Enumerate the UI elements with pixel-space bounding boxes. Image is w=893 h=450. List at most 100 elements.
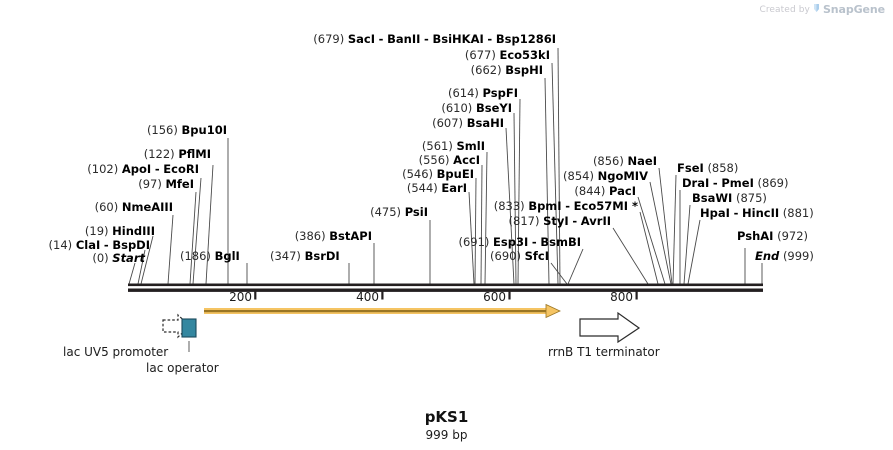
site-label-end[interactable]: End (999) [755, 250, 814, 263]
site-pos: (19) [84, 224, 109, 238]
plasmid-name: pKS1 [424, 408, 469, 426]
site-pos: (854) [563, 169, 594, 183]
snapgene-watermark: Created by SnapGene [759, 3, 885, 16]
site-pos: (817) [508, 214, 540, 228]
site-label-saci-group[interactable]: (679) SacI - BanII - BsiHKAI - Bsp1286I [0, 33, 556, 46]
site-label-fsei[interactable]: FseI (858) [677, 162, 738, 175]
site-label-acci[interactable]: (556) AccI [0, 154, 480, 167]
site-name: BspDI [112, 238, 150, 252]
site-name: BsaWI [692, 191, 733, 205]
site-name: Eco53kI [499, 48, 550, 62]
site-pos: (544) [406, 181, 438, 195]
site-pos: (97) [138, 177, 162, 191]
name-separator: - [712, 176, 718, 190]
site-label-bsawi[interactable]: BsaWI (875) [692, 192, 767, 205]
site-name: ClaI [75, 238, 101, 252]
site-name: StyI [543, 214, 569, 228]
site-pos: (475) [370, 205, 402, 219]
site-label-clai-bspdi[interactable]: (14) ClaI - BspDI [0, 239, 150, 252]
site-label-naei[interactable]: (856) NaeI [0, 155, 657, 168]
site-name: BpuEI [436, 167, 474, 181]
site-label-nmeaiii[interactable]: (60) NmeAIII [0, 201, 173, 214]
site-name: BseYI [475, 101, 512, 115]
name-separator: - [531, 235, 537, 249]
site-label-bpmi-eco57mi[interactable]: (833) BpmI - Eco57MI * [0, 200, 638, 213]
site-label-bgli[interactable]: (186) BglI [180, 250, 240, 263]
site-label-psii[interactable]: (475) PsiI [0, 206, 428, 219]
site-label-hpai-hincii[interactable]: HpaI - HincII (881) [700, 207, 814, 220]
site-pos: (0) [92, 251, 109, 265]
site-label-bstapi[interactable]: (386) BstAPI [0, 230, 372, 243]
site-pos: (691) [458, 235, 490, 249]
ruler-label-800: 800 [610, 290, 633, 304]
site-label-eari[interactable]: (544) EarI [0, 182, 467, 195]
site-name: SfcI [524, 249, 549, 263]
site-pos: (561) [421, 139, 453, 153]
site-pos: (690) [490, 249, 521, 263]
name-separator: - [424, 32, 429, 46]
site-label-eco53ki[interactable]: (677) Eco53kI [0, 49, 550, 62]
site-label-sfci[interactable]: (690) SfcI [0, 250, 549, 263]
site-label-bsahi[interactable]: (607) BsaHI [0, 117, 504, 130]
site-name: NaeI [627, 154, 657, 168]
site-name: Start [112, 251, 145, 265]
ruler-tick-600 [508, 291, 511, 300]
site-name: BpmI [528, 199, 562, 213]
site-label-pspfi[interactable]: (614) PspFI [0, 87, 518, 100]
site-name: MfeI [165, 177, 194, 191]
site-pos: (156) [146, 123, 178, 137]
name-separator: - [572, 214, 578, 228]
ruler-label-200: 200 [229, 290, 252, 304]
site-label-bseyi[interactable]: (610) BseYI [0, 102, 512, 115]
site-label-ngomiv[interactable]: (854) NgoMIV [0, 170, 648, 183]
site-pos: (614) [447, 86, 479, 100]
site-name: BglI [214, 249, 240, 263]
lac-operator-box[interactable] [181, 318, 197, 352]
site-label-hindiii[interactable]: (19) HindIII [0, 225, 155, 238]
sequence-ruler [128, 283, 763, 300]
site-pos: (60) [94, 200, 119, 214]
site-name: EarI [441, 181, 467, 195]
site-pos: (833) [493, 199, 525, 213]
site-label-bsrdi[interactable]: (347) BsrDI [270, 250, 340, 263]
watermark-brand: SnapGene [822, 3, 885, 16]
site-name: Bsp1286I [495, 32, 556, 46]
site-name: AccI [453, 153, 480, 167]
site-pos: (662) [470, 63, 502, 77]
site-label-esp3i-bsmbi[interactable]: (691) Esp3I - BsmBI [0, 236, 581, 249]
site-label-smli[interactable]: (561) SmlI [0, 140, 485, 153]
site-pos: (844) [574, 184, 606, 198]
name-separator: - [733, 206, 739, 220]
site-name: NgoMIV [597, 169, 648, 183]
site-pos: (858) [707, 161, 739, 175]
site-label-start[interactable]: (0) Start [0, 252, 145, 265]
site-label-bpuei[interactable]: (546) BpuEI [0, 168, 474, 181]
site-name: DraI [682, 176, 710, 190]
site-label-drai-pmei[interactable]: DraI - PmeI (869) [682, 177, 788, 190]
name-separator: - [565, 199, 571, 213]
feature-label-rrnb-t1-terminator[interactable]: rrnB T1 terminator [548, 345, 660, 359]
site-pos: (875) [736, 191, 767, 205]
site-label-pshai[interactable]: PshAI (972) [737, 230, 808, 243]
rrnb-t1-terminator-arrow[interactable] [579, 311, 641, 344]
site-pos: (679) [313, 32, 345, 46]
site-label-styi-avrii[interactable]: (817) StyI - AvrII [0, 215, 611, 228]
site-name: ApoI [121, 162, 152, 176]
site-label-bsphi[interactable]: (662) BspHI [0, 64, 543, 77]
site-name: BstAPI [329, 229, 372, 243]
feature-label-lac-operator[interactable]: lac operator [146, 361, 219, 375]
ruler-tick-400 [381, 291, 384, 300]
site-label-bpu10i[interactable]: (156) Bpu10I [0, 124, 227, 137]
site-name: Eco57MI * [573, 199, 638, 213]
site-label-mfei[interactable]: (97) MfeI [0, 178, 194, 191]
site-name: PshAI [737, 229, 774, 243]
ruler-label-600: 600 [483, 290, 506, 304]
orf-arrow[interactable] [204, 303, 561, 319]
feature-label-lac-uv5-promoter[interactable]: lac UV5 promoter [63, 345, 169, 359]
site-name: HindIII [112, 224, 155, 238]
site-label-paci[interactable]: (844) PacI [0, 185, 636, 198]
site-label-apoi-ecori[interactable]: (102) ApoI - EcoRI [0, 163, 199, 176]
site-label-pflmi[interactable]: (122) PflMI [0, 148, 211, 161]
